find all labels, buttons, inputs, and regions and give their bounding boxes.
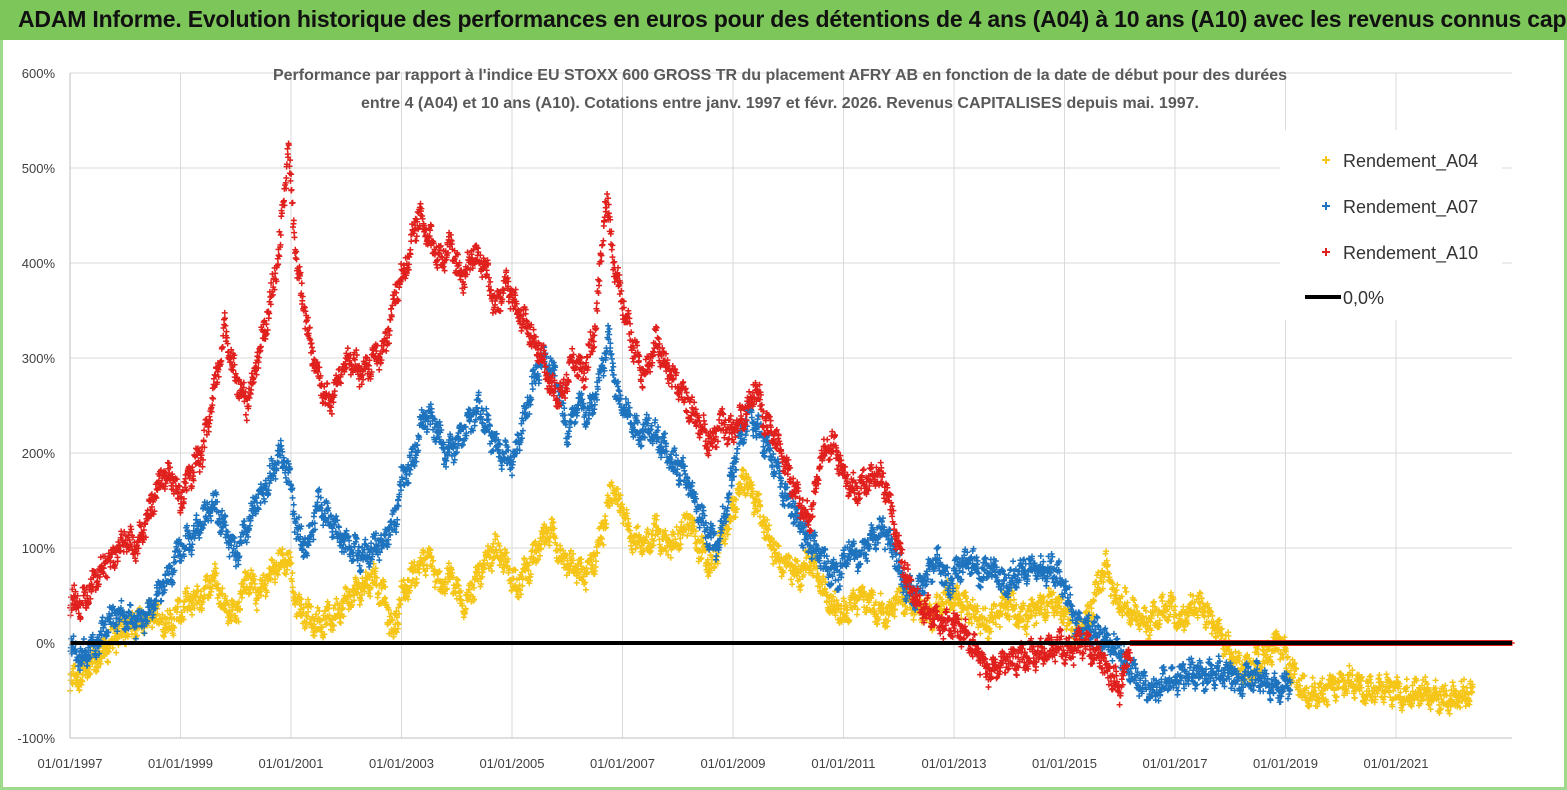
legend-label: Rendement_A04 (1343, 151, 1478, 172)
x-tick-label: 01/01/1999 (148, 756, 213, 771)
legend-marker-Rendement_A07 (1322, 202, 1330, 210)
y-tick-label: 200% (22, 446, 56, 461)
y-tick-label: 500% (22, 161, 56, 176)
axes: 600% 500% 400% 300% 200% 100% 0% -100% 01/01/199… (17, 66, 1512, 771)
header-title: ADAM Informe. Evolution historique des p… (18, 6, 1567, 32)
x-tick-label: 01/01/2015 (1032, 756, 1097, 771)
legend-label: 0,0% (1343, 288, 1384, 308)
y-tick-label: 0% (36, 636, 55, 651)
x-tick-label: 01/01/2009 (700, 756, 765, 771)
x-tick-label: 01/01/2007 (590, 756, 655, 771)
legend-label: Rendement_A07 (1343, 197, 1478, 218)
x-tick-label: 01/01/2019 (1253, 756, 1318, 771)
x-tick-label: 01/01/2011 (811, 756, 875, 771)
legend-marker-Rendement_A04 (1322, 156, 1330, 164)
y-tick-label: 600% (22, 66, 56, 81)
legend-marker-Rendement_A10 (1322, 248, 1330, 256)
header-banner: ADAM Informe. Evolution historique des p… (0, 0, 1567, 40)
x-tick-label: 01/01/2005 (479, 756, 544, 771)
y-tick-label: -100% (17, 731, 55, 746)
y-tick-label: 100% (22, 541, 56, 556)
x-tick-label: 01/01/2021 (1363, 756, 1428, 771)
y-tick-label: 300% (22, 351, 56, 366)
x-tick-label: 01/01/2003 (369, 756, 434, 771)
legend: Rendement_A04 Rendement_A07 Rendement_A10 0… (1280, 130, 1502, 320)
legend-box (1280, 130, 1502, 320)
legend-label: Rendement_A10 (1343, 243, 1478, 264)
chart-title-line-1: Performance par rapport à l'indice EU ST… (273, 67, 1287, 84)
x-tick-label: 01/01/1997 (37, 756, 102, 771)
x-tick-label: 01/01/2013 (921, 756, 986, 771)
x-tick-label: 01/01/2001 (258, 756, 323, 771)
chart-title-line-2: entre 4 (A04) et 10 ans (A10). Cotations… (361, 95, 1199, 112)
x-tick-label: 01/01/2017 (1142, 756, 1207, 771)
y-tick-label: 400% (22, 256, 56, 271)
